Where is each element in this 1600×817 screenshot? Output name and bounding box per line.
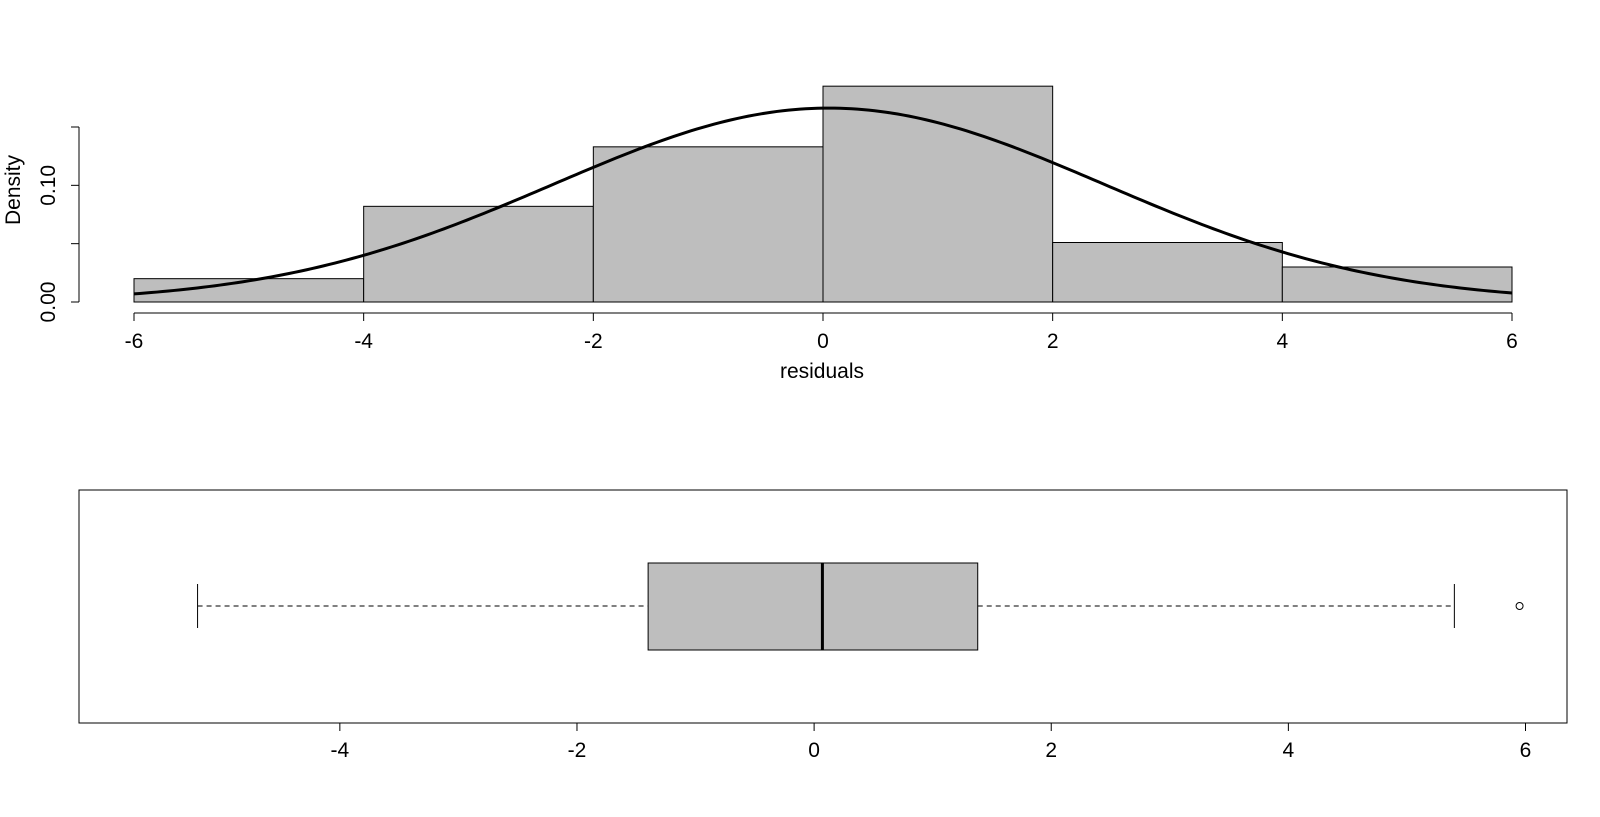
- histogram-y-axis: 0.00 0.10: [37, 126, 80, 323]
- boxplot-elements: [197, 562, 1524, 651]
- histogram-x-tick-label-2: -2: [584, 330, 603, 353]
- histogram-y-tick-label-2: 0.10: [37, 165, 60, 206]
- histogram-x-axis-label: residuals: [780, 360, 864, 383]
- boxplot-x-tick-label-2: 0: [808, 739, 820, 762]
- boxplot-x-tick-label-4: 4: [1283, 739, 1295, 762]
- histogram-x-tick-label-6: 6: [1506, 330, 1518, 353]
- boxplot-x-tick-label-0: -4: [331, 739, 350, 762]
- histogram-bar-1: [363, 205, 594, 303]
- density-curve: [133, 106, 1513, 296]
- histogram-x-tick-label-0: -6: [125, 330, 144, 353]
- histogram-x-axis: -6 -4 -2 0 2 4 6: [125, 312, 1518, 353]
- histogram-x-tick-label-3: 0: [817, 330, 829, 353]
- boxplot-x-tick-label-5: 6: [1520, 739, 1532, 762]
- histogram-bar-5: [1281, 266, 1513, 303]
- boxplot-x-tick-label-1: -2: [568, 739, 587, 762]
- boxplot-x-axis: -4 -2 0 2 4 6: [331, 722, 1532, 762]
- histogram-panel: -6 -4 -2 0 2 4 6 0.00 0.10 residuals Density: [2, 85, 1518, 383]
- histogram-y-axis-label: Density: [2, 154, 25, 225]
- histogram-bar-2: [592, 146, 824, 303]
- histogram-y-tick-label-0: 0.00: [37, 282, 60, 323]
- histogram-x-tick-label-1: -4: [354, 330, 373, 353]
- boxplot-x-tick-label-3: 2: [1045, 739, 1057, 762]
- histogram-bars: [133, 85, 1513, 303]
- histogram-bar-4: [1052, 242, 1283, 303]
- boxplot-panel: -4 -2 0 2 4 6: [78, 489, 1568, 762]
- histogram-x-tick-label-5: 4: [1276, 330, 1288, 353]
- histogram-x-tick-label-4: 2: [1047, 330, 1059, 353]
- boxplot-outlier-0: [1515, 602, 1524, 610]
- histogram-bar-3: [822, 85, 1054, 303]
- boxplot-box: [647, 562, 979, 651]
